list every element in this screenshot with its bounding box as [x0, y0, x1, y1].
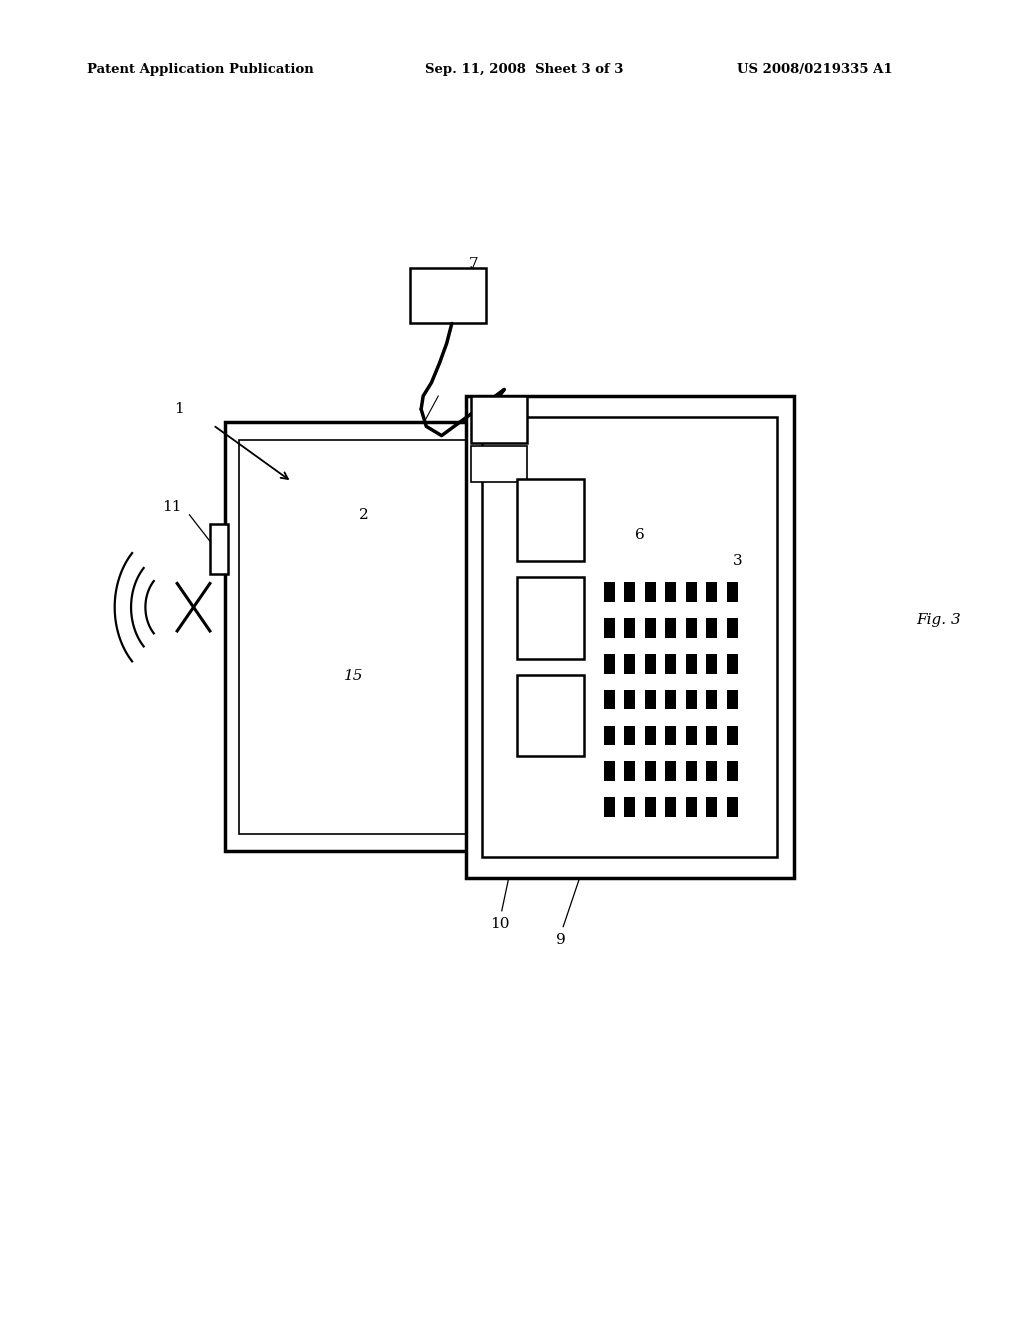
Bar: [726, 582, 737, 602]
Bar: [645, 582, 655, 602]
Bar: [685, 690, 696, 709]
Bar: [603, 726, 614, 746]
Bar: [410, 268, 486, 323]
Bar: [517, 675, 584, 756]
Bar: [706, 726, 717, 746]
Bar: [685, 726, 696, 746]
Bar: [603, 582, 614, 602]
Bar: [645, 726, 655, 746]
Bar: [645, 762, 655, 781]
Bar: [517, 577, 584, 659]
Bar: [645, 797, 655, 817]
Bar: [645, 690, 655, 709]
Bar: [685, 797, 696, 817]
Bar: [239, 440, 504, 834]
Bar: [603, 797, 614, 817]
Bar: [645, 653, 655, 673]
Bar: [471, 396, 527, 444]
Bar: [624, 762, 635, 781]
Bar: [225, 422, 517, 851]
Bar: [706, 653, 717, 673]
Bar: [726, 797, 737, 817]
Text: Fig. 3: Fig. 3: [916, 614, 962, 627]
Bar: [471, 446, 527, 482]
Bar: [706, 797, 717, 817]
Bar: [603, 690, 614, 709]
Text: 3: 3: [732, 554, 742, 568]
Bar: [645, 618, 655, 638]
Bar: [666, 618, 676, 638]
Bar: [685, 582, 696, 602]
Bar: [603, 653, 614, 673]
Bar: [624, 797, 635, 817]
Bar: [603, 762, 614, 781]
Bar: [666, 726, 676, 746]
Bar: [726, 762, 737, 781]
Text: 11: 11: [162, 500, 182, 513]
Bar: [685, 653, 696, 673]
Text: 6: 6: [635, 528, 645, 541]
Text: 2: 2: [358, 508, 369, 521]
Bar: [726, 618, 737, 638]
Text: US 2008/0219335 A1: US 2008/0219335 A1: [737, 63, 893, 77]
Bar: [624, 653, 635, 673]
Bar: [706, 618, 717, 638]
Text: Patent Application Publication: Patent Application Publication: [87, 63, 313, 77]
Bar: [466, 396, 794, 878]
Text: 9: 9: [556, 933, 566, 946]
Bar: [666, 797, 676, 817]
Bar: [666, 653, 676, 673]
Bar: [706, 690, 717, 709]
Bar: [624, 726, 635, 746]
Bar: [666, 690, 676, 709]
Bar: [726, 653, 737, 673]
Bar: [726, 690, 737, 709]
Bar: [666, 582, 676, 602]
Text: Sep. 11, 2008  Sheet 3 of 3: Sep. 11, 2008 Sheet 3 of 3: [425, 63, 624, 77]
Text: 1: 1: [174, 403, 184, 416]
Text: 10: 10: [489, 917, 510, 931]
Bar: [666, 762, 676, 781]
Bar: [624, 690, 635, 709]
Bar: [706, 582, 717, 602]
Text: 15: 15: [343, 669, 364, 682]
Bar: [685, 762, 696, 781]
Bar: [517, 479, 584, 561]
Bar: [706, 762, 717, 781]
Bar: [603, 618, 614, 638]
Bar: [482, 417, 777, 857]
Bar: [210, 524, 228, 574]
Bar: [624, 582, 635, 602]
Bar: [685, 618, 696, 638]
Bar: [624, 618, 635, 638]
Text: 7: 7: [468, 257, 478, 271]
Bar: [726, 726, 737, 746]
